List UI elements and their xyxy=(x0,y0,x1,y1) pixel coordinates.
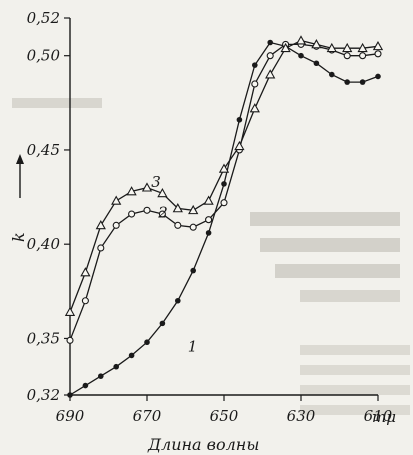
data-point xyxy=(67,392,73,398)
data-point xyxy=(357,42,368,53)
x-axis-ticks: 690 670 650 630 610 xyxy=(56,395,393,425)
bleed-block xyxy=(300,385,410,395)
data-point xyxy=(280,42,291,53)
data-point xyxy=(128,210,136,218)
data-point xyxy=(266,52,274,60)
data-point xyxy=(313,60,320,67)
data-point xyxy=(221,181,227,187)
curve-label-1: 1 xyxy=(188,337,198,355)
curve-label-2: 2 xyxy=(157,203,168,221)
data-point xyxy=(81,297,89,305)
data-point xyxy=(218,163,230,173)
data-point xyxy=(128,352,135,359)
data-point xyxy=(175,297,181,304)
data-point xyxy=(326,42,337,53)
x-axis-title: Длина волны xyxy=(147,435,259,454)
data-point xyxy=(236,116,243,123)
data-point xyxy=(252,62,258,68)
data-point xyxy=(251,80,259,88)
data-point xyxy=(159,320,166,327)
series-layer xyxy=(64,35,384,398)
data-point xyxy=(143,206,151,214)
data-point xyxy=(267,39,274,46)
y-axis-title-group: k xyxy=(9,154,28,242)
data-point xyxy=(295,35,307,45)
x-tick-label: 650 xyxy=(210,407,239,425)
data-point xyxy=(374,50,382,58)
data-point xyxy=(111,195,122,205)
data-point xyxy=(234,140,245,151)
data-point xyxy=(112,221,120,229)
data-point xyxy=(189,223,197,231)
x-tick-label: 690 xyxy=(56,407,85,425)
y-tick-label: 0,50 xyxy=(27,47,61,65)
x-tick-label: 630 xyxy=(287,407,316,425)
data-point xyxy=(98,373,104,379)
data-point xyxy=(64,306,76,316)
data-point xyxy=(66,336,74,344)
y-axis-ticks: 0,32 0,35 0,40 0,45 0,50 0,52 xyxy=(27,9,70,404)
data-point xyxy=(342,42,353,53)
series-1 xyxy=(67,39,381,398)
x-axis-unit: mμ xyxy=(372,408,396,426)
data-point xyxy=(158,210,166,218)
data-point xyxy=(372,40,384,51)
data-point xyxy=(144,339,150,346)
data-point xyxy=(298,52,304,59)
y-axis-arrow-head xyxy=(16,154,24,164)
data-point xyxy=(97,244,105,252)
data-point xyxy=(343,52,351,60)
y-axis-title: k xyxy=(9,232,28,242)
bleed-block xyxy=(300,405,410,415)
data-point xyxy=(95,220,106,230)
data-point xyxy=(82,382,89,389)
x-tick-label: 670 xyxy=(133,407,162,425)
data-point xyxy=(188,204,199,215)
bleed-block xyxy=(260,238,400,252)
data-point xyxy=(265,69,276,79)
data-point xyxy=(359,79,366,85)
data-point xyxy=(220,199,228,207)
bleed-block xyxy=(12,98,102,108)
curve-label-3: 3 xyxy=(151,173,161,191)
y-tick-label: 0,52 xyxy=(27,9,60,27)
bleed-block xyxy=(300,345,410,355)
data-point xyxy=(113,363,119,370)
x-tick-label: 610 xyxy=(364,407,393,425)
data-point xyxy=(329,71,335,78)
data-point xyxy=(126,186,137,196)
data-point xyxy=(157,187,168,198)
data-point xyxy=(174,221,182,229)
data-point xyxy=(249,103,260,113)
data-point xyxy=(311,39,322,49)
bleed-block xyxy=(300,290,400,302)
y-tick-label: 0,35 xyxy=(27,329,60,347)
data-point xyxy=(203,195,214,205)
bleed-block xyxy=(300,365,410,375)
y-tick-label: 0,32 xyxy=(27,386,60,404)
y-tick-label: 0,40 xyxy=(27,235,61,253)
curve-labels: 1 2 3 xyxy=(151,173,197,356)
data-point xyxy=(205,230,212,236)
y-tick-label: 0,45 xyxy=(27,141,60,159)
data-point xyxy=(205,216,213,224)
data-point xyxy=(375,73,381,80)
bleed-block xyxy=(275,264,400,278)
page-bleed-through xyxy=(12,98,410,415)
data-point xyxy=(190,267,196,274)
data-point xyxy=(141,182,153,192)
data-point xyxy=(344,79,351,85)
series-3 xyxy=(64,35,384,316)
data-point xyxy=(80,267,91,277)
bleed-block xyxy=(250,212,400,226)
data-point xyxy=(359,52,367,60)
data-point xyxy=(172,203,183,213)
